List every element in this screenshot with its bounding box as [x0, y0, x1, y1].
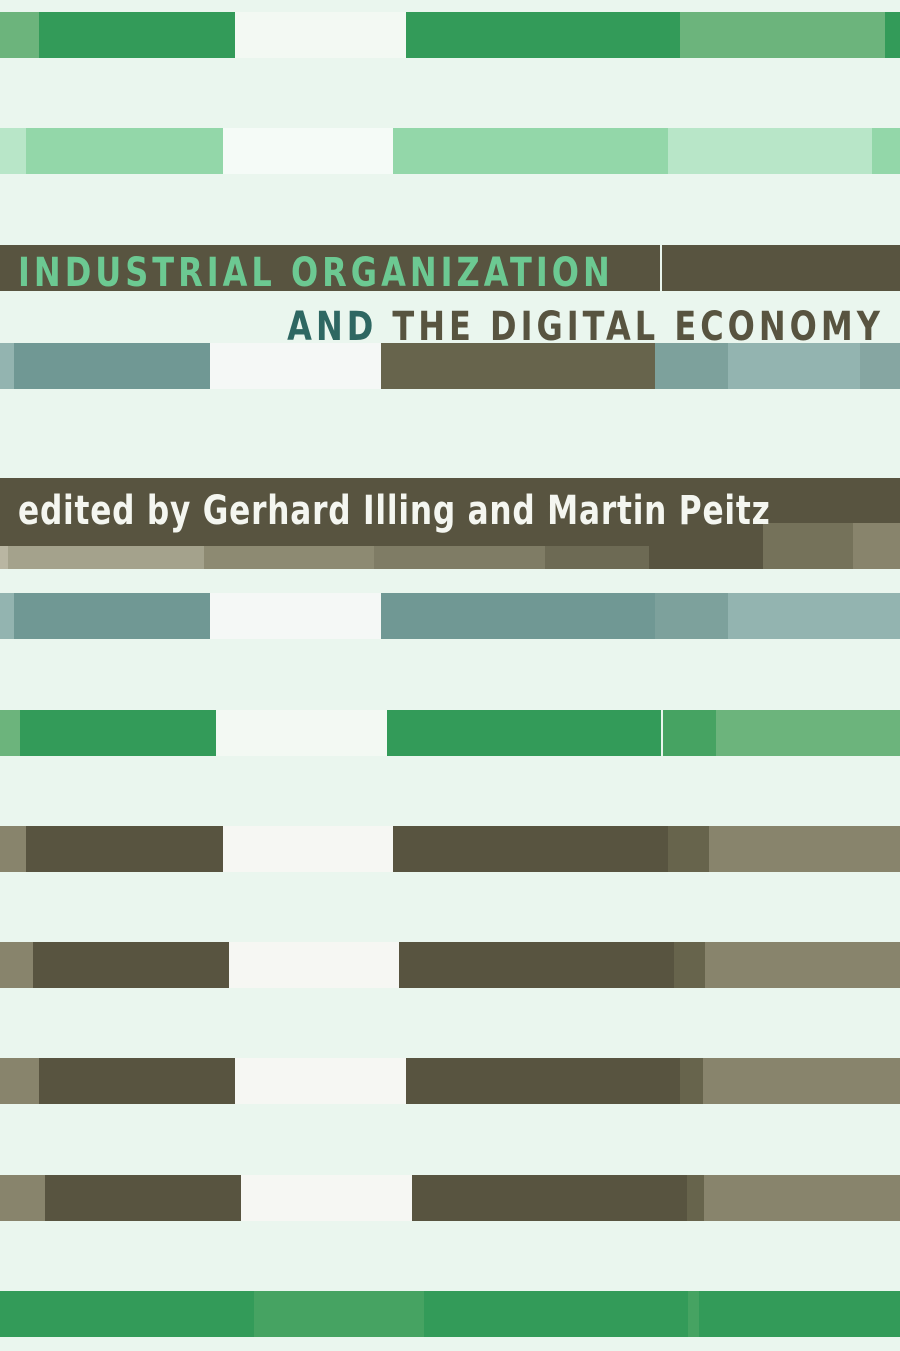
stripe-band-10	[0, 1175, 900, 1221]
stripe-band-5	[0, 593, 900, 639]
editors-line: edited by Gerhard Illing and Martin Peit…	[18, 488, 771, 534]
title-line-2: AND THE DIGITAL ECONOMY	[287, 305, 884, 349]
stripe-band-11	[0, 1291, 900, 1337]
stripe-band-8	[0, 942, 900, 988]
title-bar	[0, 245, 900, 291]
stripe-band-1	[0, 12, 900, 58]
stripe-band-6	[0, 710, 900, 756]
stripe-band-editor-lower	[0, 523, 900, 569]
stripe-band-7	[0, 826, 900, 872]
title-line-2-prefix: AND	[287, 304, 378, 350]
stripe-band-3	[0, 343, 900, 389]
editor-bar	[0, 478, 900, 546]
stripe-band-9	[0, 1058, 900, 1104]
title-line-1: INDUSTRIAL ORGANIZATION	[18, 250, 614, 296]
stripe-band-2	[0, 128, 900, 174]
title-line-2-rest: THE DIGITAL ECONOMY	[392, 304, 884, 350]
